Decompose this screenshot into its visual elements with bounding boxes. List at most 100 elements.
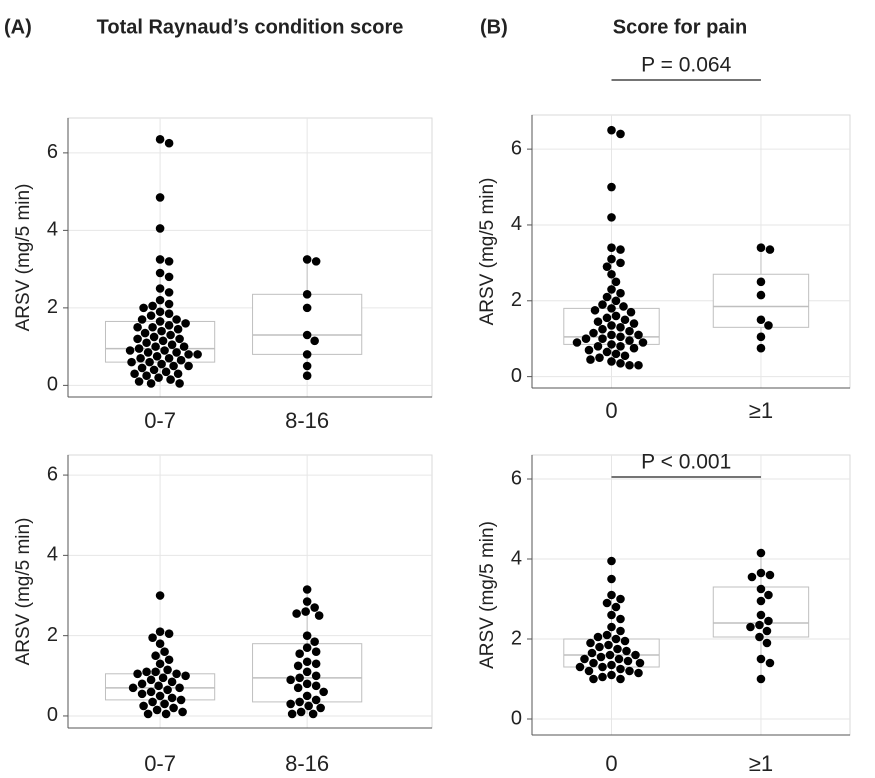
point xyxy=(607,610,616,620)
point xyxy=(155,295,165,305)
point xyxy=(575,662,585,672)
point xyxy=(136,353,145,363)
point xyxy=(580,654,589,664)
x-tick-label: 0-7 xyxy=(144,408,176,433)
point xyxy=(607,269,616,279)
y-axis-label: ARSV (mg/5 min) xyxy=(13,518,34,666)
point xyxy=(151,667,160,677)
point xyxy=(611,311,621,321)
point xyxy=(602,630,612,640)
point xyxy=(607,254,616,264)
point xyxy=(616,594,625,604)
point xyxy=(179,342,189,351)
point xyxy=(607,556,616,566)
point xyxy=(155,135,165,144)
point xyxy=(616,664,625,674)
point xyxy=(620,636,630,646)
point xyxy=(302,303,312,313)
point xyxy=(764,321,773,330)
point xyxy=(172,348,181,357)
point xyxy=(302,643,312,653)
point xyxy=(623,656,633,666)
point xyxy=(302,597,312,606)
point xyxy=(602,313,612,323)
point xyxy=(619,302,628,311)
point xyxy=(176,695,186,705)
point xyxy=(151,651,160,661)
point xyxy=(311,647,321,657)
point xyxy=(172,669,181,679)
point xyxy=(607,357,616,366)
point xyxy=(602,347,612,357)
point xyxy=(607,660,616,670)
point xyxy=(137,689,147,699)
point xyxy=(169,703,178,713)
point xyxy=(756,277,766,287)
point xyxy=(164,257,174,266)
point xyxy=(149,365,159,375)
point xyxy=(764,590,773,600)
point xyxy=(164,353,174,363)
point xyxy=(607,330,616,340)
point xyxy=(161,367,171,377)
panel-title: Total Raynaud’s condition score xyxy=(97,16,404,38)
point xyxy=(175,379,184,388)
point xyxy=(316,703,325,713)
point xyxy=(155,284,165,293)
point xyxy=(616,245,625,254)
point xyxy=(614,654,624,664)
point xyxy=(616,288,625,298)
point xyxy=(629,343,639,353)
point xyxy=(764,616,773,626)
point xyxy=(310,336,319,346)
point xyxy=(173,324,183,334)
point xyxy=(169,361,178,371)
point xyxy=(155,193,165,202)
point xyxy=(155,691,165,701)
point xyxy=(161,709,171,719)
point xyxy=(756,568,766,578)
point xyxy=(756,674,766,684)
point xyxy=(756,654,766,664)
point xyxy=(295,697,304,707)
point xyxy=(746,622,755,632)
x-tick-label: ≥1 xyxy=(749,751,773,776)
point xyxy=(152,705,162,715)
point xyxy=(756,596,766,606)
point xyxy=(164,655,174,665)
y-tick-label: 4 xyxy=(47,219,58,241)
point xyxy=(607,340,616,349)
point xyxy=(178,707,187,717)
point xyxy=(302,371,312,380)
point xyxy=(167,693,177,703)
point xyxy=(629,319,639,328)
point xyxy=(133,334,142,344)
point xyxy=(164,321,174,330)
point xyxy=(158,336,168,346)
point xyxy=(756,548,766,558)
point xyxy=(137,315,147,324)
point xyxy=(146,379,156,388)
point xyxy=(311,659,321,669)
p-value: P < 0.001 xyxy=(641,451,731,474)
point xyxy=(302,350,312,359)
point xyxy=(584,345,594,355)
point xyxy=(572,338,582,347)
point xyxy=(304,701,313,711)
point xyxy=(598,300,607,309)
box xyxy=(252,293,363,355)
point xyxy=(193,350,202,359)
point xyxy=(155,639,165,648)
point xyxy=(160,647,169,657)
point xyxy=(607,590,616,600)
y-tick-label: 4 xyxy=(47,544,58,566)
y-tick-label: 0 xyxy=(47,374,58,396)
point xyxy=(143,709,153,719)
point xyxy=(286,699,295,709)
point xyxy=(586,355,595,364)
point xyxy=(584,666,594,676)
point xyxy=(762,638,772,648)
point xyxy=(602,292,612,302)
point xyxy=(293,661,303,671)
point xyxy=(287,709,297,719)
